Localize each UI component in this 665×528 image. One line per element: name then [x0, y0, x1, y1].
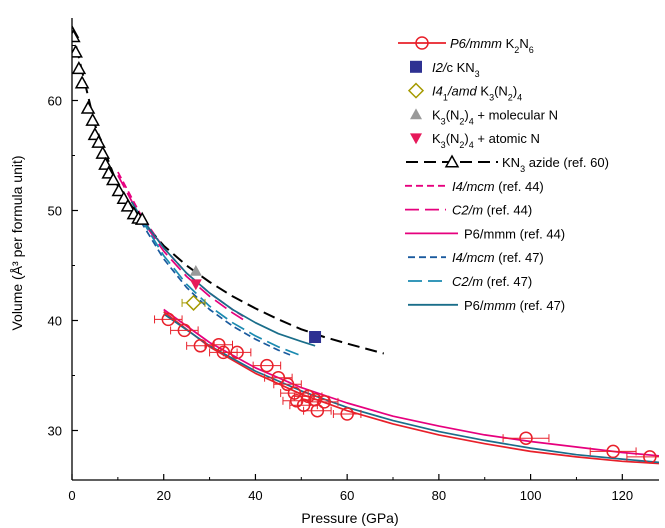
point-k2n6 [271, 370, 286, 385]
point-kn3-azide [72, 44, 83, 58]
legend-label-mol-n: K3(N2)4 + molecular N [432, 107, 558, 126]
y-tick-label: 50 [48, 204, 62, 219]
series-line-p6mmm-47-2 [163, 313, 659, 464]
point-k2n6 [280, 377, 295, 392]
legend-label-k2n6: P6/mmm K2N6 [450, 36, 534, 55]
point-kn3-azide [85, 112, 100, 126]
point-k2n6 [606, 444, 620, 459]
series-line-p6mmm-47 [130, 201, 316, 347]
legend: P6/mmm K2N6 I2/c KN3 I41/amd K3(N2)4 K3(N2)… [398, 36, 609, 313]
point-k2n6 [289, 394, 304, 408]
point-kn3-azide [91, 134, 106, 148]
x-tick-label: 80 [432, 488, 446, 503]
y-axis-label: Volume (Å³ per formula unit) [9, 155, 25, 330]
point-k3n2-i41 [185, 294, 202, 311]
point-atom-n [189, 279, 202, 291]
series-line-c2m-47 [140, 217, 302, 357]
point-k2n6 [519, 431, 533, 445]
point-kn3-azide [111, 183, 127, 197]
point-kn3-azide [80, 100, 96, 114]
point-kn3-azide [116, 190, 132, 204]
point-k2n6 [260, 358, 274, 373]
point-kn3-azide [134, 211, 150, 225]
x-tick-label: 40 [248, 488, 262, 503]
point-kn3-azide [72, 61, 87, 75]
point-k2n6 [193, 339, 208, 353]
y-tick-label: 30 [48, 424, 62, 439]
point-k2n6 [643, 450, 657, 464]
point-kn3-azide [105, 172, 121, 186]
legend-marker-atom-n [410, 133, 422, 145]
legend-marker-k2n6 [415, 36, 429, 50]
x-tick-label: 20 [156, 488, 170, 503]
point-kn3-azide [120, 198, 136, 212]
x-tick-label: 100 [520, 488, 542, 503]
point-k2n6 [161, 312, 176, 327]
point-k2n6 [230, 345, 244, 360]
legend-label-kn3-i2c: I2/c KN3 [432, 60, 480, 79]
point-k2n6 [177, 323, 192, 338]
legend-label-i4mcm-44: I4/mcm (ref. 44) [452, 179, 544, 194]
series-line-k2n6 [163, 311, 659, 465]
legend-label-atom-n: K3(N2)4 + atomic N [432, 131, 540, 150]
point-kn3-azide [95, 145, 111, 159]
legend-marker-kn3-azide [444, 154, 460, 168]
legend-label-p6mmm-47: P6/mmm (ref. 47) [464, 298, 565, 313]
x-tick-label: 120 [611, 488, 633, 503]
point-k2n6 [317, 395, 331, 409]
point-mol-n [189, 265, 202, 276]
legend-marker-k3n2-i41 [407, 82, 425, 99]
legend-label-i4mcm-47: I4/mcm (ref. 47) [452, 250, 544, 265]
point-k2n6 [301, 389, 315, 404]
legend-label-c2m-44: C2/m (ref. 44) [452, 203, 532, 218]
y-tick-label: 40 [48, 314, 62, 329]
series-line-i4mcm-44 [117, 171, 247, 320]
y-tick-label: 60 [48, 94, 62, 109]
x-tick-label: 0 [68, 488, 75, 503]
point-k2n6 [212, 337, 226, 352]
point-k2n6 [310, 403, 325, 418]
series-line-p6mmm-44 [163, 308, 659, 457]
legend-label-p6mmm-44: P6/mmm (ref. 44) [464, 226, 565, 241]
point-kn3-azide [72, 29, 81, 43]
x-axis-label: Pressure (GPa) [301, 510, 398, 526]
legend-marker-kn3-i2c [410, 60, 422, 73]
x-tick-label: 60 [340, 488, 354, 503]
legend-label-c2m-47: C2/m (ref. 47) [452, 274, 532, 289]
legend-marker-mol-n [410, 108, 422, 120]
legend-label-k3n2-i41: I41/amd K3(N2)4 [432, 84, 522, 103]
legend-label-kn3-azide: KN3 azide (ref. 60) [502, 155, 609, 174]
point-kn3-azide [74, 75, 90, 89]
point-kn3-i2c [309, 331, 322, 343]
axes: 0 20 40 60 80 100 120 30 40 50 60 [48, 18, 659, 503]
point-k2n6 [340, 407, 354, 421]
series-line-i4mcm-47 [140, 221, 293, 357]
plot-area [72, 24, 659, 465]
